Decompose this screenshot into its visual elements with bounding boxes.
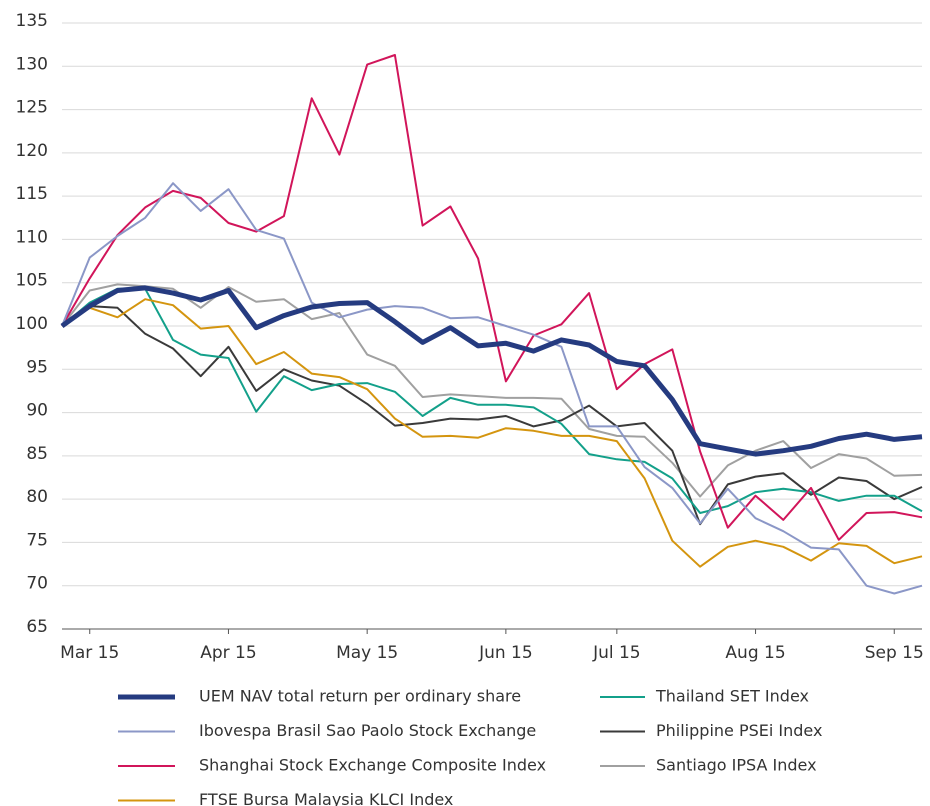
y-tick-label: 105 xyxy=(16,271,48,291)
legend-label: Shanghai Stock Exchange Composite Index xyxy=(199,756,546,775)
y-tick-label: 130 xyxy=(16,54,48,74)
x-tick-label: Sep 15 xyxy=(865,643,924,663)
x-tick-label: Mar 15 xyxy=(60,643,119,663)
legend-label: FTSE Bursa Malaysia KLCI Index xyxy=(199,790,453,806)
series-line xyxy=(61,287,923,514)
y-tick-label: 135 xyxy=(16,11,48,31)
y-tick-label: 100 xyxy=(16,314,48,334)
y-tick-label: 80 xyxy=(26,487,48,507)
y-tick-label: 125 xyxy=(16,98,48,118)
series-line xyxy=(61,54,923,541)
legend-label: Thailand SET Index xyxy=(655,687,809,706)
series-line xyxy=(61,305,923,526)
legend-label: Ibovespa Brasil Sao Paolo Stock Exchange xyxy=(199,721,536,740)
x-tick-label: Jun 15 xyxy=(478,643,533,663)
y-tick-label: 90 xyxy=(26,401,48,421)
series-line xyxy=(61,182,923,595)
series-line xyxy=(61,298,923,568)
y-tick-label: 110 xyxy=(16,227,48,247)
series-line xyxy=(60,285,923,457)
legend-label: Santiago IPSA Index xyxy=(656,756,817,775)
y-tick-label: 75 xyxy=(26,530,48,550)
y-tick-label: 115 xyxy=(16,184,48,204)
y-tick-label: 85 xyxy=(26,444,48,464)
y-tick-label: 65 xyxy=(26,617,48,637)
series-line xyxy=(61,283,923,498)
y-tick-label: 70 xyxy=(26,574,48,594)
x-tick-label: Jul 15 xyxy=(592,643,641,663)
x-tick-label: Apr 15 xyxy=(200,643,256,663)
x-tick-label: Aug 15 xyxy=(725,643,785,663)
y-tick-label: 95 xyxy=(26,357,48,377)
y-tick-label: 120 xyxy=(16,141,48,161)
legend-label: UEM NAV total return per ordinary share xyxy=(199,687,521,706)
x-tick-label: May 15 xyxy=(336,643,398,663)
legend-label: Philippine PSEi Index xyxy=(656,721,822,740)
